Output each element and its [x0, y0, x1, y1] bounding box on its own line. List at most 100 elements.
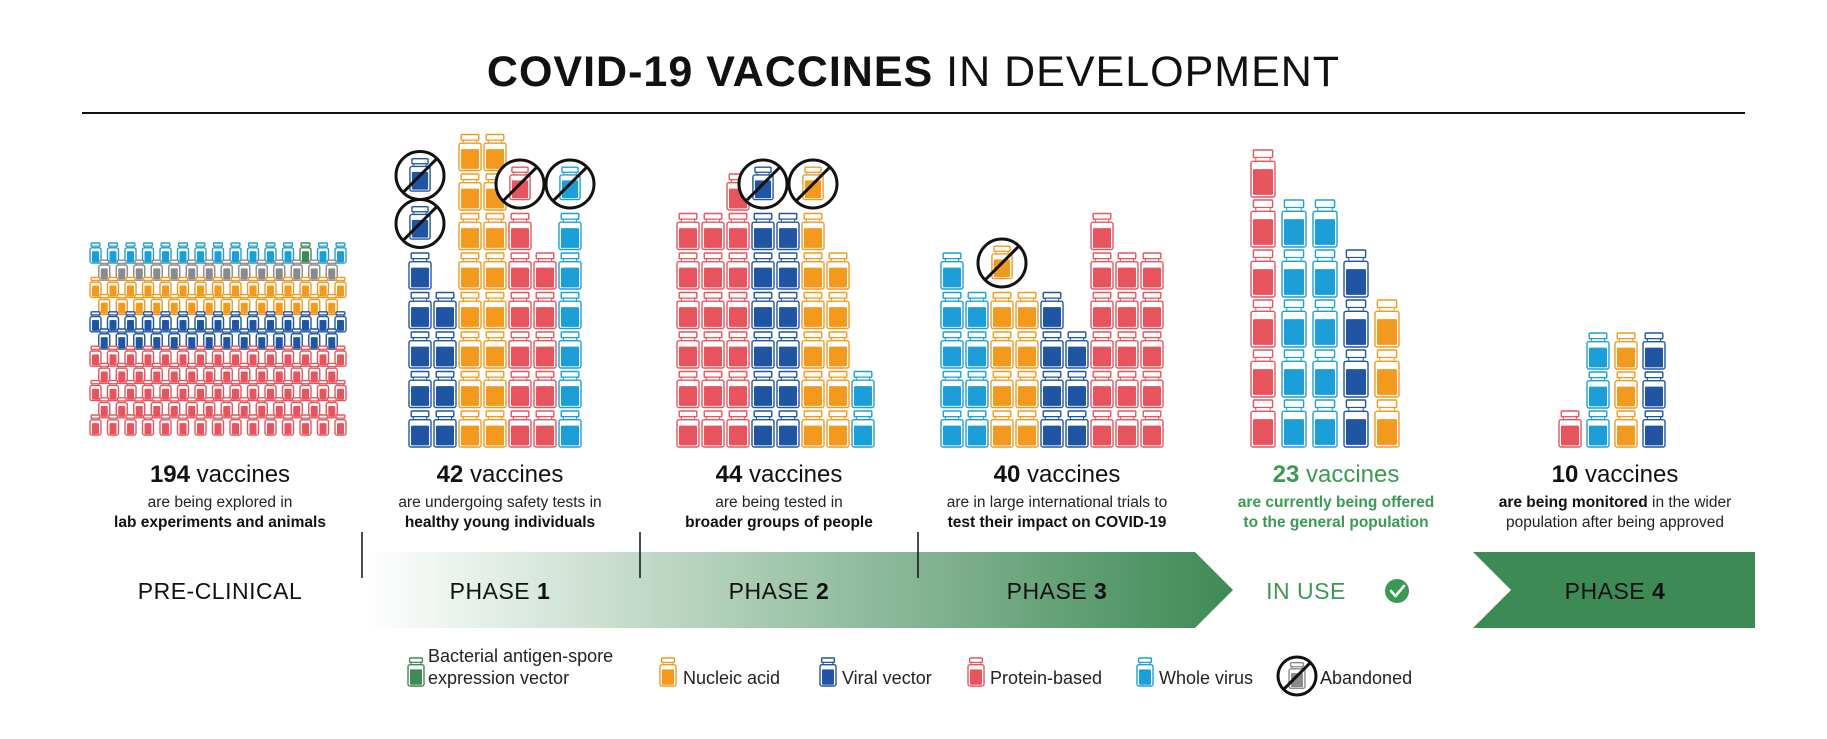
- stage-phase1-number: 1: [537, 578, 551, 604]
- nucleic-vial: [308, 293, 321, 316]
- protein-vial: [1250, 149, 1276, 198]
- protein-vial: [194, 345, 207, 367]
- nucleic-vial: [801, 331, 825, 369]
- phase1-unit: vaccines: [463, 461, 564, 488]
- protein-vial: [98, 397, 111, 419]
- title-bold: COVID-19 VACCINES: [486, 48, 934, 96]
- nucleic-vial: [458, 370, 482, 409]
- phase2-count: 44: [715, 461, 743, 488]
- viral-vial: [751, 291, 775, 330]
- nucleic-vial: [1614, 410, 1638, 448]
- preclinical-unit: vaccines: [190, 461, 291, 488]
- stage-phase4-label: PHASE: [1564, 578, 1653, 604]
- gray-vial: [220, 259, 233, 281]
- whole-vial: [159, 242, 172, 264]
- protein-vial: [1250, 249, 1276, 298]
- protein-vial: [701, 291, 725, 330]
- protein-vial: [106, 379, 120, 402]
- viral-vial: [776, 252, 800, 290]
- viral-vial: [159, 311, 172, 333]
- whole-vial: [940, 410, 964, 448]
- protein-vial: [238, 362, 251, 385]
- protein-vial: [89, 379, 102, 402]
- protein-vial: [533, 410, 557, 448]
- whole-vial: [851, 410, 875, 448]
- nucleic-vial: [458, 291, 482, 330]
- nucleic-vial: [826, 370, 850, 409]
- viral-vial: [408, 410, 432, 448]
- protein-vial: [106, 414, 120, 436]
- protein-vial: [676, 212, 700, 251]
- protein-vial: [1090, 212, 1114, 251]
- stage-phase2-number: 2: [816, 578, 830, 604]
- stage-phase3-label: PHASE: [1006, 578, 1095, 604]
- protein-vial: [264, 379, 277, 402]
- protein-vial: [701, 410, 725, 448]
- protein-vial: [1115, 410, 1139, 448]
- whole-vial: [558, 331, 582, 369]
- viral-vial: [1040, 331, 1064, 369]
- nucleic-vial: [1374, 299, 1400, 348]
- nucleic-vial: [299, 276, 312, 299]
- abandoned-vial: [802, 166, 824, 201]
- viral-vial: [776, 212, 800, 251]
- nucleic-vial: [801, 410, 825, 448]
- protein-vial: [168, 397, 181, 419]
- whole-vial: [1586, 332, 1610, 370]
- protein-vial: [1250, 399, 1276, 448]
- viral-vial: [308, 328, 321, 350]
- viral-vial: [751, 252, 775, 290]
- protein-vial: [98, 362, 111, 385]
- protein-vial: [229, 414, 242, 436]
- protein-vial: [726, 291, 750, 330]
- nucleic-vial: [826, 291, 850, 330]
- whole-vial: [1312, 299, 1338, 348]
- check-icon: [1385, 579, 1409, 603]
- trial-phases-arrow: [365, 552, 1233, 628]
- nucleic-vial: [1015, 410, 1039, 448]
- abandoned-icon: [494, 158, 546, 210]
- stage-inuse: IN USE: [1170, 578, 1442, 605]
- stage-phase1-label: PHASE: [449, 578, 538, 604]
- phase4-summary: 10 vaccines are being monitored in the w…: [1479, 460, 1751, 533]
- inuse-desc-2: to the general population: [1243, 514, 1429, 531]
- whole-vial: [1312, 199, 1338, 248]
- protein-vial: [89, 345, 102, 367]
- protein-vial: [1090, 291, 1114, 330]
- nucleic-vial: [176, 276, 190, 299]
- nucleic-vial: [483, 291, 507, 330]
- inuse-count: 23: [1272, 461, 1300, 488]
- abandoned-vial: [991, 245, 1013, 280]
- phase4-arrow: [1473, 552, 1755, 628]
- legend-viral-label: Viral vector: [842, 668, 932, 688]
- viral-vial: [776, 370, 800, 409]
- protein-vial: [533, 370, 557, 409]
- whole-vial: [211, 242, 225, 264]
- gray-vial: [308, 259, 321, 281]
- protein-vial: [203, 362, 216, 385]
- nucleic-vial: [458, 133, 482, 172]
- nucleic-vial: [133, 293, 146, 316]
- whole-vial: [1586, 410, 1610, 448]
- protein-vial: [701, 331, 725, 369]
- whole-vial: [965, 410, 989, 448]
- protein-vial: [533, 252, 557, 290]
- nucleic-vial: [141, 276, 155, 299]
- viral-vial: [203, 328, 216, 350]
- viral-vial: [194, 311, 207, 333]
- nucleic-vial: [1614, 371, 1638, 409]
- nucleic-vial: [334, 276, 347, 299]
- protein-vial: [124, 414, 137, 436]
- viral-vial: [299, 311, 312, 333]
- viral-vial: [408, 252, 432, 290]
- viral-vector-vial-icon: [819, 657, 837, 687]
- whole-vial: [940, 252, 964, 290]
- nucleic-vial: [990, 291, 1014, 330]
- protein-vial: [273, 362, 286, 385]
- protein-vial: [115, 362, 128, 385]
- phase1-desc-2: healthy young individuals: [404, 514, 596, 531]
- viral-vial: [273, 328, 286, 350]
- bacterial-vial: [299, 242, 312, 264]
- protein-vial: [246, 414, 260, 436]
- protein-vial: [246, 345, 260, 367]
